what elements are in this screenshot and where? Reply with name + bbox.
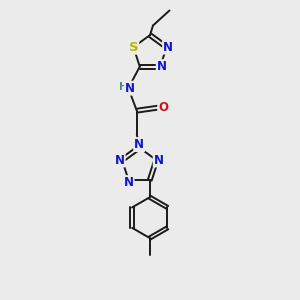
Text: N: N (115, 154, 125, 166)
Text: S: S (129, 40, 138, 54)
Text: N: N (125, 82, 135, 95)
Text: H: H (118, 82, 127, 92)
Text: N: N (134, 138, 144, 151)
Text: O: O (158, 101, 168, 114)
Text: N: N (154, 154, 164, 166)
Text: N: N (157, 60, 167, 73)
Text: N: N (163, 40, 173, 54)
Text: N: N (124, 176, 134, 189)
